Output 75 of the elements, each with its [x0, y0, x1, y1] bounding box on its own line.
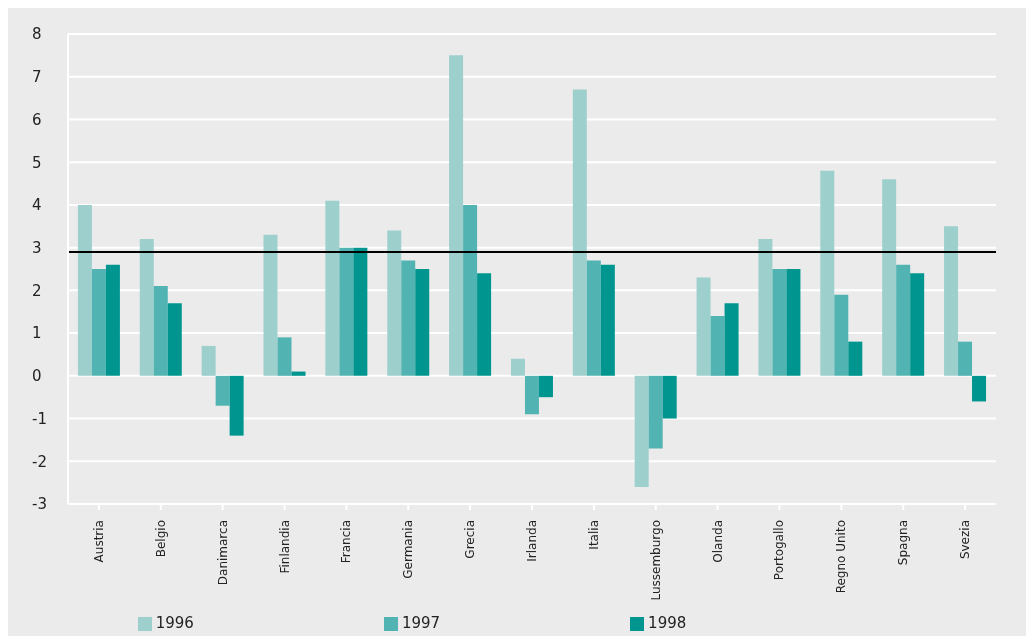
y-tick-label: 3	[32, 238, 42, 257]
y-tick-label: 0	[32, 367, 42, 386]
bar	[848, 341, 863, 376]
bar	[77, 204, 92, 376]
bar	[820, 170, 835, 376]
bar	[229, 375, 244, 436]
x-tick-label: Austria	[91, 520, 106, 563]
bar	[634, 375, 649, 487]
bar	[91, 269, 106, 376]
bar	[772, 269, 787, 376]
x-tick-label: Olanda	[710, 520, 725, 563]
bar	[944, 226, 959, 376]
y-tick-label: -1	[32, 409, 47, 428]
bar	[463, 204, 478, 376]
y-tick-label: -2	[32, 452, 47, 471]
x-tick-label: Belgio	[153, 520, 168, 558]
bar	[538, 375, 553, 398]
bar	[786, 269, 801, 376]
bar	[153, 286, 168, 376]
y-tick-label: 5	[32, 153, 42, 172]
bar	[415, 269, 430, 376]
bar	[291, 371, 306, 376]
bar	[401, 260, 416, 376]
y-tick-label: -3	[32, 495, 47, 514]
bar	[710, 316, 725, 376]
y-tick-label: 8	[32, 25, 42, 44]
y-tick-label: 2	[32, 281, 42, 300]
bar	[896, 264, 911, 376]
bar	[339, 247, 354, 376]
bar	[201, 345, 216, 376]
x-tick-label: Danimarca	[215, 520, 230, 586]
x-tick-label: Irlanda	[525, 520, 539, 562]
x-tick-label: Finlandia	[277, 520, 292, 574]
bar	[263, 234, 278, 376]
x-tick-label: Grecia	[463, 520, 478, 559]
x-tick-label: Regno Unito	[834, 520, 849, 594]
bar	[834, 294, 849, 376]
x-tick-label: Germania	[401, 520, 416, 579]
y-tick-label: 4	[32, 196, 42, 215]
bar	[662, 375, 677, 419]
bar	[882, 179, 897, 376]
bar	[105, 264, 120, 376]
bar	[277, 337, 292, 376]
x-tick-label: Italia	[586, 520, 601, 550]
bar	[758, 239, 773, 376]
bar	[167, 303, 182, 376]
bar	[724, 303, 739, 376]
bar	[387, 230, 402, 376]
x-tick-label: Lussemburgo	[648, 520, 663, 601]
bar	[477, 273, 492, 376]
x-tick-label: Portogallo	[772, 520, 787, 581]
x-tick-label: Francia	[339, 520, 354, 564]
bar	[958, 341, 973, 376]
bar	[215, 375, 230, 406]
x-tick-label: Spagna	[896, 520, 911, 566]
bar	[510, 358, 525, 376]
bar	[648, 375, 663, 449]
x-tick-label: Svezia	[958, 520, 973, 560]
legend-label: 1998	[648, 614, 687, 632]
bar	[524, 375, 539, 415]
y-tick-label: 7	[32, 68, 42, 87]
bar	[910, 273, 925, 376]
legend-label: 1997	[401, 614, 441, 632]
bar	[600, 264, 615, 376]
y-tick-label: 6	[32, 110, 42, 129]
bar	[586, 260, 601, 376]
bar	[972, 375, 987, 402]
legend-label: 1996	[155, 614, 194, 632]
bar	[572, 89, 587, 376]
bar	[139, 239, 154, 376]
bar	[696, 277, 711, 376]
bar	[325, 200, 340, 376]
bar	[449, 55, 464, 376]
y-tick-label: 1	[32, 324, 42, 343]
bar	[353, 247, 368, 376]
